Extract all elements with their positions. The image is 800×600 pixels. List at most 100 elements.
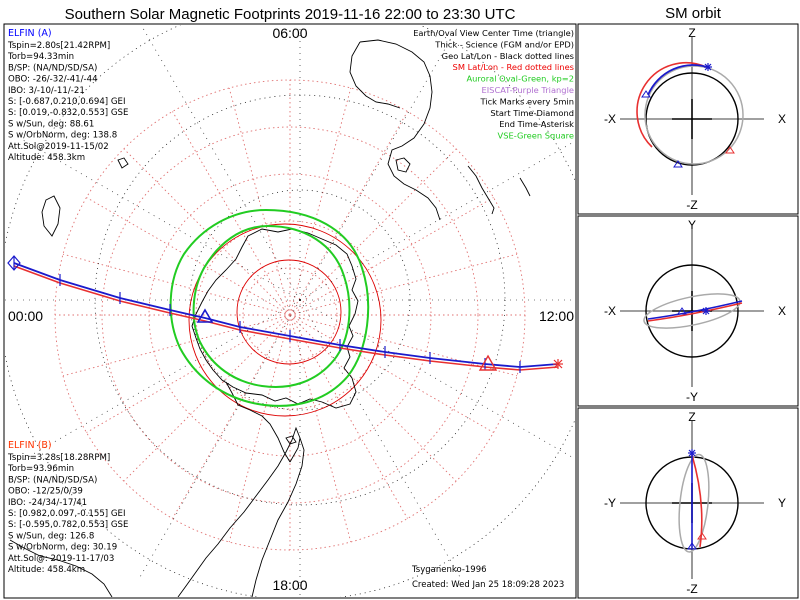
sm-lon-line	[123, 314, 291, 482]
footprint-tracks	[7, 255, 563, 373]
orbit-triangle	[697, 532, 707, 540]
orbit-panel-frame-3	[577, 407, 799, 599]
axis-label: Y	[688, 218, 696, 232]
orbit-b	[691, 454, 703, 548]
elfin-b-info-line: IBO: -24/34/-17/41	[8, 498, 87, 508]
time-label-bottom: 18:00	[272, 577, 307, 593]
axis-label: X	[778, 112, 786, 126]
view-center-triangle-b	[478, 354, 498, 371]
sm-lon-line	[289, 253, 518, 316]
madagascar-coastline	[41, 195, 61, 237]
sm-lat-circle	[101, 126, 479, 504]
sm-lat-circle-solid	[188, 223, 382, 417]
axis-label: -X	[604, 112, 616, 126]
credit-model: Tsyganenko-1996	[411, 565, 487, 575]
sm-lon-line	[172, 111, 291, 316]
legend-item: Earth/Oval View Center Time (triangle)	[413, 28, 574, 38]
legend-item: Auroral Oval-Green, kp=2	[466, 74, 574, 84]
axis-label: Z	[688, 26, 695, 40]
legend: Earth/Oval View Center Time (triangle)Th…	[413, 28, 574, 141]
sm-lon-line	[62, 253, 291, 316]
axis-label: -X	[604, 304, 616, 318]
elfin-b-info-line: Altitude: 458.4km	[8, 565, 85, 575]
axis-label: -Y	[686, 390, 698, 404]
orbit-title: SM orbit	[665, 5, 722, 22]
elfin-a-info-line: B/SP: (NA/ND/SD/SA)	[8, 63, 97, 73]
orbit-gray	[678, 453, 710, 553]
legend-item: Geo Lat/Lon - Black dotted lines	[442, 51, 574, 61]
main-title: Southern Solar Magnetic Footprints 2019-…	[65, 6, 516, 23]
elfin-b-info-line: S: [-0.595,0.782,0.553] GSE	[8, 520, 128, 530]
sm-lon-line	[289, 314, 518, 377]
africa-coastline	[9, 539, 113, 597]
legend-item: Thick - Science (FGM and/or EPD)	[434, 39, 574, 49]
orbit-triangle	[725, 146, 735, 154]
sm-lon-line	[172, 314, 291, 519]
elfin-a-info-line: Altitude: 458.3km	[8, 153, 85, 163]
auroral-oval	[169, 208, 370, 407]
start-diamond	[7, 255, 21, 271]
orbit-triangle	[673, 160, 683, 168]
sm-lon-line	[62, 314, 291, 377]
orbit-a	[647, 64, 711, 96]
orbit-gray	[644, 65, 744, 165]
tasmania-coastline	[395, 157, 411, 173]
sm-lon-line	[86, 314, 291, 433]
orbit-a	[647, 300, 743, 320]
orbit-panel-2: Y -Y -X X	[604, 218, 786, 404]
sm-lon-line	[289, 87, 352, 316]
orbit-b	[647, 302, 743, 322]
legend-item: EISCAT-Purple Triangle	[481, 85, 574, 95]
orbit-asterisk	[702, 307, 710, 315]
sm-lon-line	[123, 148, 291, 316]
kerguelen-island	[117, 157, 129, 169]
sm-lon-line	[289, 197, 494, 316]
elfin-a-info-line: IBO: 3/-10/-11/-21	[8, 86, 85, 96]
sm-lon-line	[289, 314, 352, 543]
orbit-asterisk	[688, 449, 696, 457]
sm-grid	[54, 79, 526, 551]
elfin-b-info-line: B/SP: (NA/ND/SD/SA)	[8, 475, 97, 485]
credit-created: Created: Wed Jan 25 18:09:28 2023	[412, 580, 564, 590]
orbit-panel-frame-2	[577, 215, 799, 407]
elfin-b-info-line: S: [0.982,0.097,-0.155] GEI	[8, 509, 126, 519]
time-label-top: 06:00	[272, 25, 307, 41]
legend-item: Start Time-Diamond	[490, 108, 574, 118]
sm-lon-line	[228, 87, 291, 316]
sm-lon-line	[289, 314, 457, 482]
elfin-a-info-line: S w/Sun, deg: 88.61	[8, 119, 94, 129]
orbit-panels: Z -Z -X X Y -Y -X X Z -Z -Y Y	[604, 26, 786, 596]
orbit-triangle	[641, 90, 651, 98]
elfin-b-info-line: Torb=93.96min	[7, 464, 74, 474]
elfin-b-info-line: S w/OrbNorm, deg: 30.19	[8, 543, 117, 553]
view-center-triangle-a	[196, 308, 214, 323]
elfin-b-info-line: Att.Sol@: 2019-11-17/03	[8, 554, 114, 564]
legend-item: End Time-Asterisk	[499, 119, 574, 129]
axis-label: X	[778, 304, 786, 318]
elfin-a-info-line: Tspin=2.80s[21.42RPM]	[7, 41, 110, 51]
south-georgia-island	[285, 435, 297, 445]
orbit-triangle	[687, 542, 697, 550]
auroral-oval-inner	[192, 224, 351, 388]
elfin-a-info-line: Torb=94.33min	[7, 52, 74, 62]
sm-lon-line	[289, 314, 408, 519]
elfin-b-info-line: S w/Sun, deg: 126.8	[8, 531, 94, 541]
elfin-a-info-line: S w/OrbNorm, deg: 138.8	[8, 131, 117, 141]
elfin-b-info-line: Tspin=3.28s[18.28RPM]	[7, 453, 110, 463]
polar-map	[5, 25, 575, 597]
elfin-a-info-line: S: [-0.687,0.210,0.694] GEI	[8, 97, 126, 107]
orbit-triangle	[677, 307, 687, 315]
sm-lat-circle-solid	[236, 259, 342, 365]
sm-lon-line	[289, 148, 457, 316]
orbit-panel-3: Z -Z -Y Y	[604, 410, 786, 596]
legend-item: VSE-Green Square	[498, 131, 574, 141]
sm-lon-line	[289, 111, 408, 316]
axis-label: -Z	[686, 198, 697, 212]
axis-label: -Y	[604, 496, 616, 510]
end-asterisk	[553, 359, 563, 369]
auroral-oval-outer	[169, 208, 370, 407]
new-zealand-coastline	[467, 165, 531, 215]
south-america-coastline	[177, 426, 305, 597]
